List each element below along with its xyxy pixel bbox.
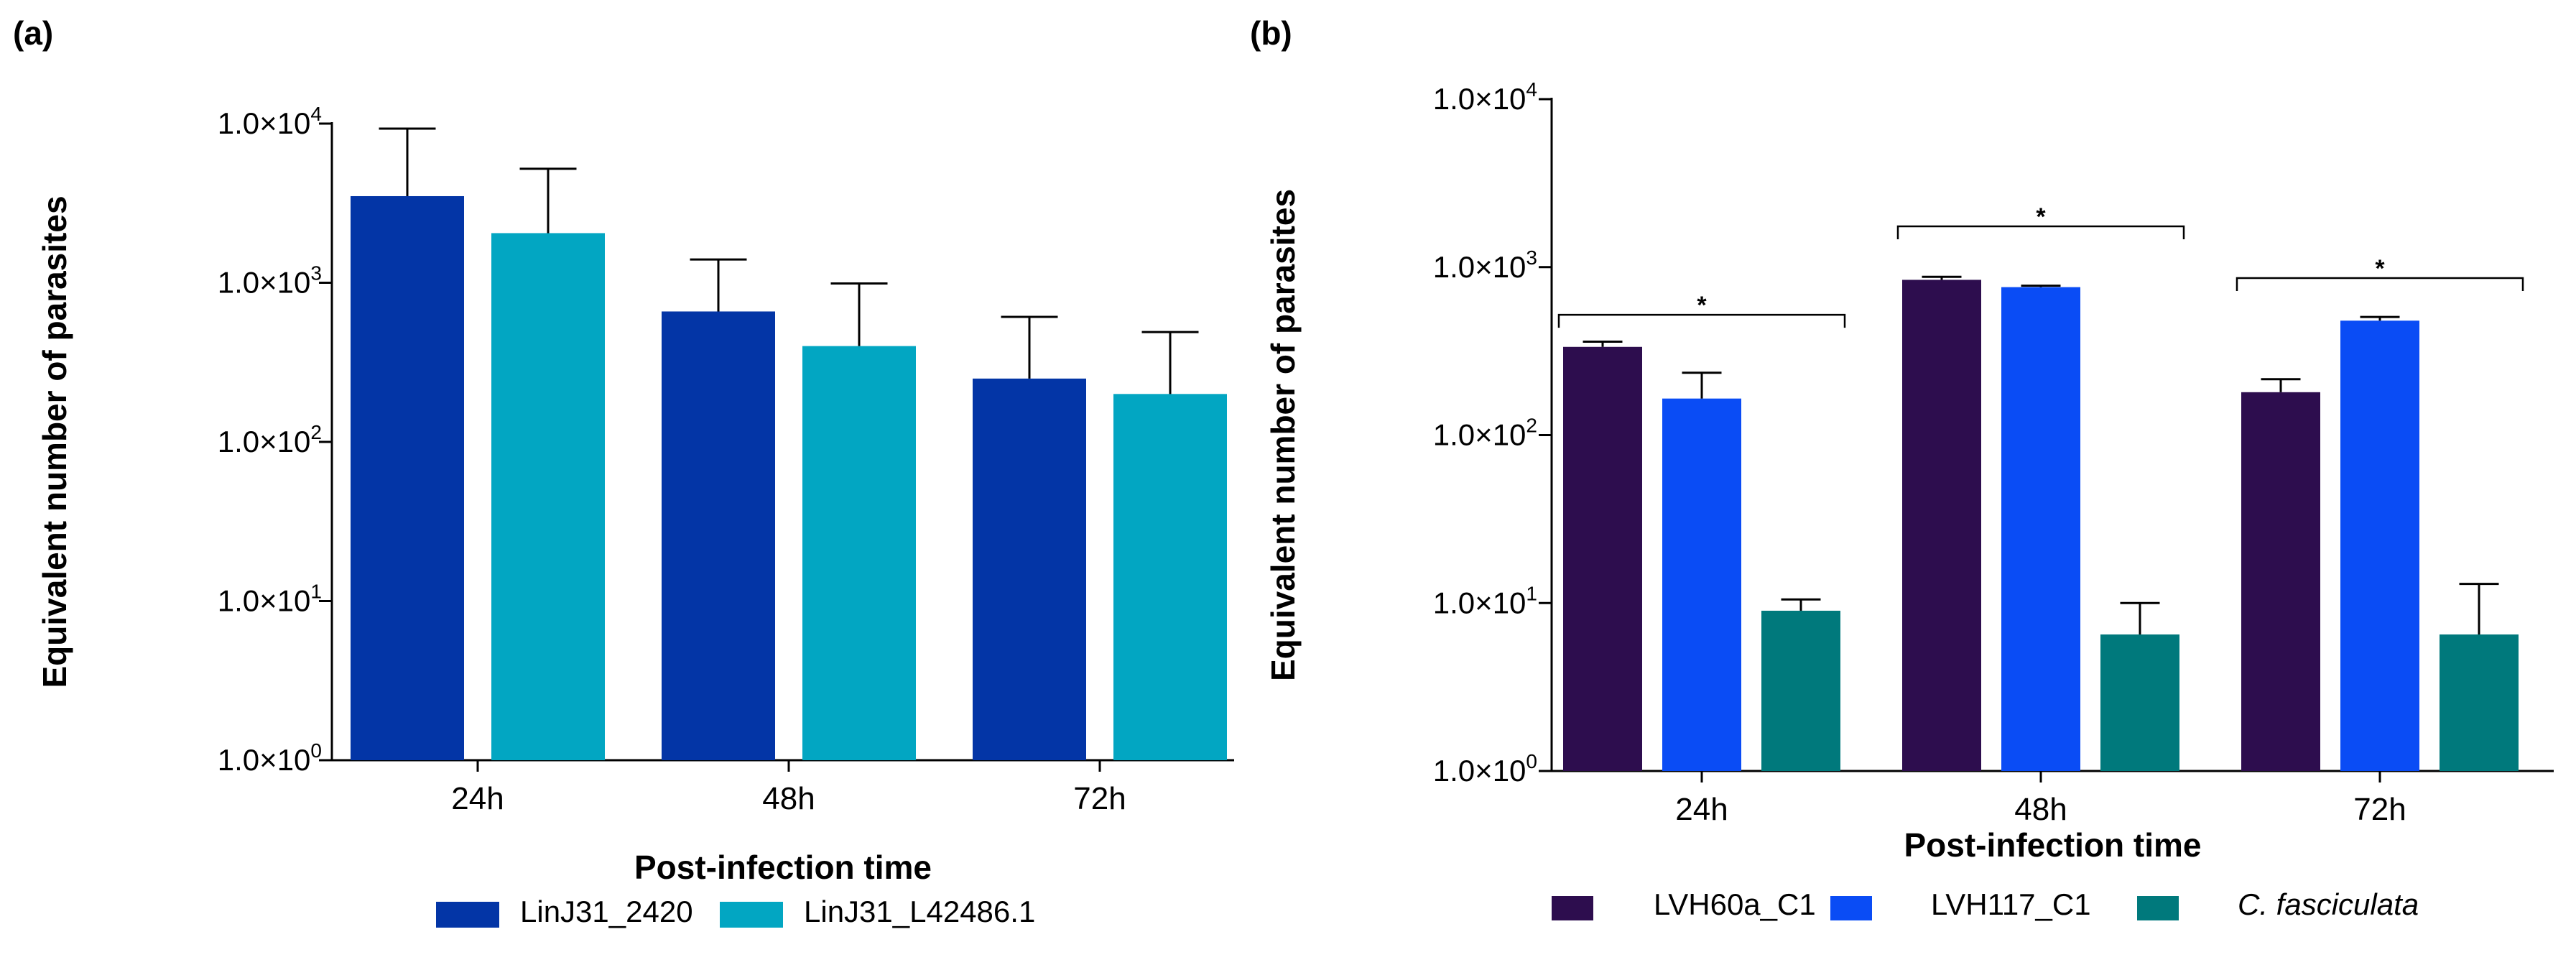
y-tick-label-exponent: 2 xyxy=(1526,415,1537,437)
y-tick-label: 1.0×100 xyxy=(1433,750,1537,788)
y-tick-label-exponent: 0 xyxy=(310,739,322,762)
y-tick-label: 1.0×100 xyxy=(218,739,322,777)
y-tick-label: 1.0×104 xyxy=(218,103,322,140)
legend-label-1: LinJ31_L42486.1 xyxy=(804,895,1035,928)
panel-a: (a)1.0×1001.0×1011.0×1021.0×1031.0×104Eq… xyxy=(13,14,1234,928)
x-tick-label: 24h xyxy=(1675,792,1728,827)
y-tick-label-base: 1.0×10 xyxy=(1433,586,1526,619)
y-tick-label-base: 1.0×10 xyxy=(1433,418,1526,452)
y-tick-label-exponent: 4 xyxy=(310,103,322,125)
significance-bracket xyxy=(1557,313,1846,328)
x-tick-label: 72h xyxy=(1073,781,1126,816)
bar-72h-2 xyxy=(2440,634,2519,771)
panel-b: (b)1.0×1001.0×1011.0×1021.0×1031.0×104Eq… xyxy=(1250,14,2554,921)
y-tick-label: 1.0×103 xyxy=(218,262,322,300)
y-tick-label: 1.0×102 xyxy=(1433,415,1537,452)
x-tick-label: 24h xyxy=(451,781,504,816)
y-tick-label-exponent: 4 xyxy=(1526,78,1537,101)
y-tick-label-base: 1.0×10 xyxy=(218,425,311,458)
y-tick-label-exponent: 1 xyxy=(310,581,322,603)
y-tick-label-base: 1.0×10 xyxy=(1433,250,1526,284)
bar-24h-2 xyxy=(1761,610,1840,771)
y-tick-label-base: 1.0×10 xyxy=(218,584,311,618)
y-tick-label-base: 1.0×10 xyxy=(218,266,311,300)
bar-72h-0 xyxy=(2241,392,2320,771)
significance-star: * xyxy=(1697,292,1707,319)
bar-24h-1 xyxy=(1662,398,1741,771)
bar-72h-1 xyxy=(1113,394,1227,760)
bar-48h-1 xyxy=(802,346,916,761)
significance-star: * xyxy=(2375,255,2385,282)
x-tick-label: 48h xyxy=(762,781,815,816)
significance-star: * xyxy=(2036,203,2046,231)
y-axis-title: Equivalent number of parasites xyxy=(36,195,73,688)
y-tick-label: 1.0×102 xyxy=(218,421,322,458)
y-tick-label: 1.0×104 xyxy=(1433,78,1537,116)
y-tick-label-exponent: 3 xyxy=(310,262,322,285)
y-tick-label-base: 1.0×10 xyxy=(218,743,311,777)
legend-label-0: LinJ31_2420 xyxy=(520,895,693,928)
y-tick-label: 1.0×103 xyxy=(1433,246,1537,284)
legend-swatch-0 xyxy=(1552,896,1593,920)
significance-bracket xyxy=(2236,277,2524,292)
legend-label-0: LVH60a_C1 xyxy=(1654,887,1816,921)
significance-bracket xyxy=(1896,225,2185,239)
y-tick-label: 1.0×101 xyxy=(1433,582,1537,619)
x-axis-title: Post-infection time xyxy=(1904,826,2201,864)
bar-48h-2 xyxy=(2100,634,2179,771)
y-tick-label-exponent: 0 xyxy=(1526,750,1537,772)
legend-swatch-1 xyxy=(720,902,783,928)
bar-48h-1 xyxy=(2001,287,2080,771)
bar-48h-0 xyxy=(1902,280,1981,771)
panel-label: (a) xyxy=(13,14,53,52)
legend-swatch-1 xyxy=(1830,896,1872,920)
legend-swatch-0 xyxy=(436,902,499,928)
bar-72h-1 xyxy=(2340,320,2419,771)
bar-24h-0 xyxy=(1563,346,1642,772)
y-tick-label-base: 1.0×10 xyxy=(1433,754,1526,788)
x-tick-label: 48h xyxy=(2014,792,2067,827)
y-tick-label-exponent: 1 xyxy=(1526,582,1537,604)
legend-label-1: LVH117_C1 xyxy=(1931,887,2091,921)
y-tick-label: 1.0×101 xyxy=(218,581,322,618)
y-tick-label-base: 1.0×10 xyxy=(1433,82,1526,116)
x-axis-title: Post-infection time xyxy=(634,849,932,886)
bar-72h-0 xyxy=(973,378,1086,760)
y-tick-label-exponent: 3 xyxy=(1526,246,1537,269)
y-tick-label-base: 1.0×10 xyxy=(218,106,311,140)
x-tick-label: 72h xyxy=(2353,792,2406,827)
bar-48h-0 xyxy=(662,311,775,760)
y-tick-label-exponent: 2 xyxy=(310,421,322,443)
bar-24h-1 xyxy=(491,233,605,760)
y-axis-title: Equivalent number of parasites xyxy=(1264,189,1302,681)
legend-label-2: C. fasciculata xyxy=(2238,887,2419,921)
bar-24h-0 xyxy=(351,195,464,761)
legend-swatch-2 xyxy=(2137,896,2179,920)
panel-label: (b) xyxy=(1250,14,1292,52)
